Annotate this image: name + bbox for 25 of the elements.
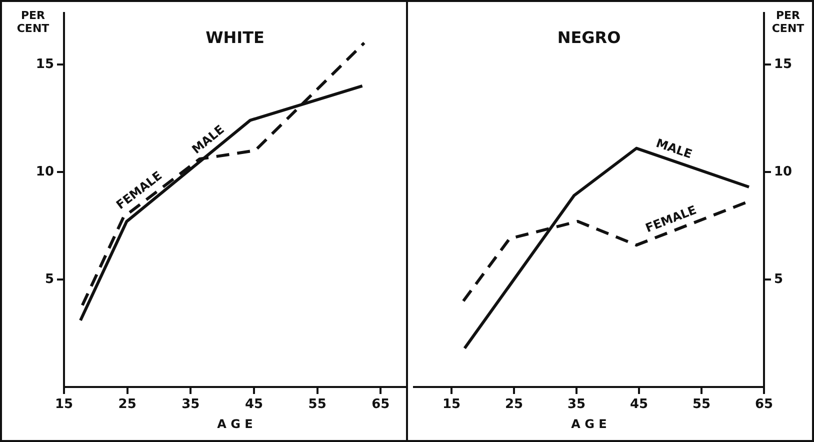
x-tick-label: 45 — [630, 397, 648, 412]
x-tick-label: 15 — [54, 397, 74, 412]
y-tick-label: 10 — [36, 164, 54, 180]
y-tick-label: 5 — [44, 272, 54, 287]
text: WHITE — [206, 28, 264, 47]
x-tick-label: 35 — [182, 397, 200, 412]
y2-tick-label: 5 — [774, 272, 784, 287]
x-axis-title: A G E — [217, 416, 253, 431]
x-tick-label: 55 — [692, 397, 711, 412]
x-tick-label: 35 — [567, 397, 586, 412]
x-tick-label: 55 — [308, 397, 326, 412]
text: NEGRO — [557, 28, 621, 47]
x-tick-label: 45 — [244, 397, 264, 412]
text: MALE — [654, 136, 694, 162]
x-tick-label: 25 — [118, 397, 136, 412]
y2-tick-label: 15 — [774, 56, 792, 72]
y-axis-title: PER CENT — [16, 8, 50, 35]
y2-axis-title: PER CENT — [772, 8, 805, 35]
y2-tick-label: 10 — [774, 164, 792, 180]
x-tick-label: 65 — [754, 397, 774, 412]
y-tick-label: 15 — [36, 56, 54, 72]
x-tick-label: 65 — [372, 397, 390, 412]
x-tick-label: 25 — [504, 397, 524, 412]
x-axis-title: A G E — [571, 416, 607, 431]
x-tick-label: 15 — [442, 397, 461, 412]
